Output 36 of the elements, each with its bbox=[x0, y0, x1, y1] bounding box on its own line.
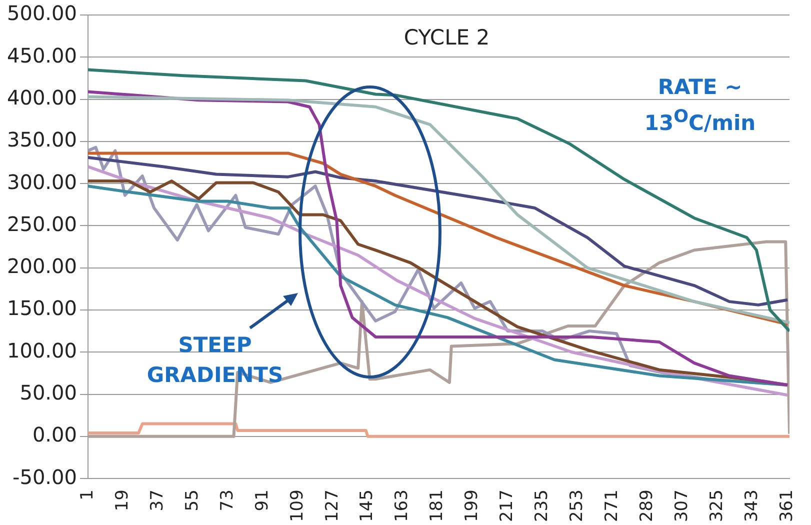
x-tick-label: 19 bbox=[112, 490, 132, 512]
x-tick-label: 127 bbox=[322, 490, 342, 522]
x-tick-label: 253 bbox=[567, 490, 588, 522]
x-tick-label: 325 bbox=[707, 490, 728, 522]
x-tick-label: 289 bbox=[637, 490, 658, 522]
x-tick-label: 217 bbox=[497, 490, 518, 522]
x-tick-label: 73 bbox=[217, 490, 238, 512]
y-tick-label: -50.00 bbox=[12, 464, 77, 489]
y-tick-label: 0.00 bbox=[32, 422, 77, 447]
y-tick-label: 350.00 bbox=[6, 128, 77, 152]
y-tick-label: 250.00 bbox=[6, 212, 77, 236]
annotation: STEEP GRADIENTS bbox=[146, 332, 284, 389]
x-tick-label: 235 bbox=[532, 490, 552, 522]
text: CYCLE 2 bbox=[404, 25, 490, 50]
x-tick-label: 145 bbox=[357, 490, 378, 522]
x-tick-label: 181 bbox=[427, 490, 448, 522]
x-tick-label: 37 bbox=[147, 490, 168, 512]
x-tick-label: 271 bbox=[602, 490, 622, 522]
y-tick-label: 50.00 bbox=[20, 380, 77, 404]
x-tick-label: 55 bbox=[182, 490, 202, 512]
x-tick-label: 1 bbox=[77, 490, 98, 500]
x-tick-label: 199 bbox=[462, 490, 482, 522]
y-tick-label: 150.00 bbox=[6, 296, 77, 320]
y-tick-label: 300.00 bbox=[6, 170, 77, 194]
x-tick-label: 91 bbox=[252, 490, 272, 512]
y-tick-label: 500.00 bbox=[6, 1, 77, 26]
y-tick-label: 200.00 bbox=[6, 254, 77, 278]
x-tick-label: 163 bbox=[392, 490, 412, 522]
x-tick-label: 307 bbox=[672, 490, 692, 522]
x-tick-label: 109 bbox=[287, 490, 308, 522]
y-tick-label: 400.00 bbox=[6, 85, 77, 110]
annotation: RATE ~ 13$^{O}$C/min bbox=[643, 74, 757, 137]
y-tick-label: 450.00 bbox=[6, 43, 77, 68]
x-tick-label: 361 bbox=[776, 490, 797, 522]
y-tick-label: 100.00 bbox=[6, 338, 77, 362]
x-tick-label: 343 bbox=[742, 490, 762, 522]
